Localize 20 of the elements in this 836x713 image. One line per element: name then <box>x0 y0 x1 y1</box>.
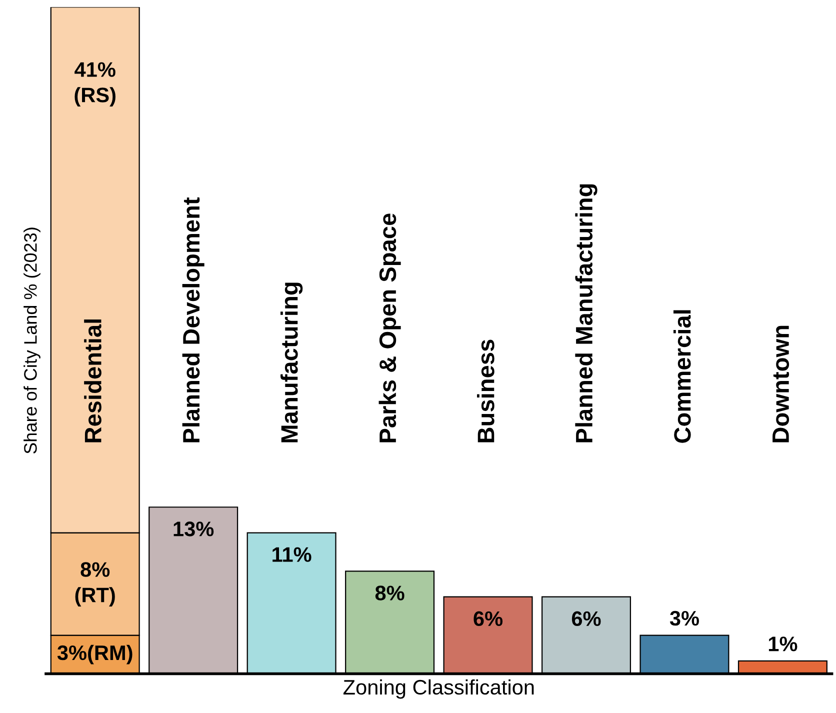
data-label: 6% <box>474 611 503 626</box>
x-tick-label: Planned Manufacturing <box>575 184 598 442</box>
data-label: 3%(RM) <box>57 644 132 664</box>
x-tick-label: Manufacturing <box>280 282 303 442</box>
data-label: 6% <box>572 611 601 626</box>
x-axis-title: Zoning Classification <box>343 679 534 699</box>
data-label: 1% <box>768 636 798 652</box>
data-label: 41% (RS) <box>74 62 116 106</box>
data-label: 8% <box>375 586 404 600</box>
x-tick-label: Residential <box>84 319 102 442</box>
x-tick-label: Business <box>477 340 494 442</box>
x-tick-label: Parks & Open Space <box>378 214 401 442</box>
data-label: 8% (RT) <box>75 562 115 606</box>
x-tick-label: Planned Development <box>182 197 204 442</box>
data-label: 11% <box>272 547 312 562</box>
data-label: 13% <box>174 522 214 536</box>
data-label: 3% <box>670 610 699 626</box>
x-tick-label: Downtown <box>772 326 790 442</box>
x-tick-label: Commercial <box>673 310 691 443</box>
y-axis-title: Share of City Land % (2023) <box>24 228 40 454</box>
